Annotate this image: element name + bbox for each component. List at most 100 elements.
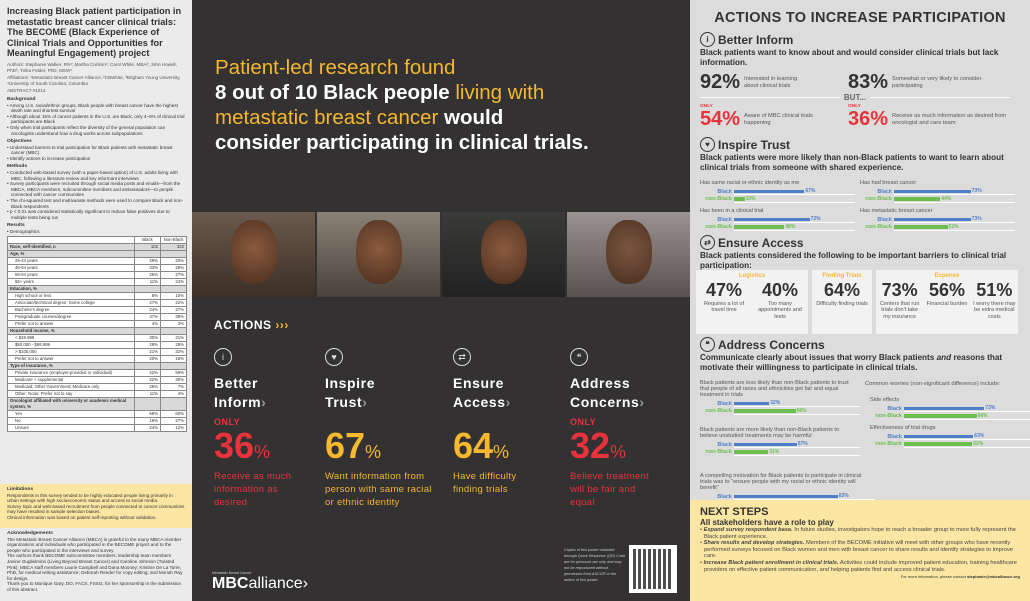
black-value: 25%	[134, 382, 161, 391]
bar-row-nonblack: non-Black 31%	[700, 449, 860, 457]
table-row: High school or less 8% 10%	[7, 291, 187, 300]
black-value: 22%	[134, 375, 161, 384]
action-name-line: Ensure	[453, 375, 505, 391]
series-label: non-Black	[865, 224, 892, 231]
table-row: 45-54 years 33% 29%	[7, 263, 187, 272]
black-value: 18%	[134, 416, 161, 425]
bar-row-black: Black 73%	[870, 405, 1030, 413]
portrait-photo	[192, 212, 315, 297]
portrait-photo	[317, 212, 440, 297]
series-label: non-Black	[705, 449, 732, 456]
contact-email[interactable]: stephanie@mbcalliance.org	[966, 574, 1020, 580]
methods-list: Conducted web-based survey (with a paper…	[7, 170, 186, 220]
headline-line: Patient-led research found	[215, 56, 456, 79]
series-label: Black	[717, 188, 732, 195]
stat-percent: %	[493, 442, 510, 462]
black-value	[134, 326, 161, 335]
info-icon: i	[214, 348, 232, 366]
list-item: Demographics	[7, 229, 186, 235]
table-row: No 18% 27%	[7, 416, 187, 425]
chevron-right-icon: ›	[261, 394, 267, 410]
address-concerns-section: ❝ Address Concerns Communicate clearly ab…	[700, 337, 1030, 508]
nonblack-value: 24%	[160, 277, 187, 286]
bar-group: Black patients are less likely than non-…	[700, 380, 860, 415]
stat-value: 67	[325, 425, 366, 466]
chat-icon: ❝	[570, 348, 588, 366]
stat-percent: %	[610, 442, 627, 462]
stat-value: 56%	[928, 280, 965, 300]
bar-track: 10%	[734, 196, 855, 203]
table-row: 55-64 years 26% 27%	[7, 270, 187, 279]
nonblack-value: 30%	[160, 375, 187, 384]
stat-value: 32	[570, 425, 611, 466]
background-heading: Background	[7, 96, 36, 102]
barrier-box-logistics: Logistics 47% Requires a lot of travel tim…	[696, 270, 808, 334]
series-label: non-Black	[875, 441, 902, 448]
bar-value: 63%	[974, 433, 985, 440]
list-item: Identify actions to increase participati…	[7, 156, 186, 162]
bar-row-black: Black 72%	[700, 216, 855, 224]
table-row: Yes 58% 60%	[7, 409, 187, 418]
stat-label: Centers that run trials don't take my in…	[879, 301, 920, 320]
black-value: 24%	[134, 423, 161, 432]
logo-subtitle: Metastatic Breast Cancer	[212, 571, 252, 575]
nonblack-value	[160, 249, 187, 258]
table-row: Unsure 24% 12%	[7, 423, 187, 432]
action-name: Address Concerns›	[570, 374, 680, 412]
stat-label: Difficulty finding trials	[816, 301, 868, 307]
bar-group: Has same racial or ethnic identity as me…	[700, 180, 900, 203]
nonblack-value: 18%	[160, 354, 187, 363]
series-label: Black	[717, 493, 732, 500]
table-row: > $100,000 21% 32%	[7, 347, 187, 356]
next-step-text: In future studies, investigators hope to…	[704, 527, 1016, 540]
stat-label: Interested in learning about clinical tr…	[744, 76, 798, 89]
box-title: Finding Trials	[822, 273, 862, 279]
next-steps-list: • Expand survey respondent base. In futu…	[700, 527, 1020, 573]
nonblack-value	[160, 284, 187, 293]
bar-track: 73%	[894, 216, 1015, 224]
black-value	[134, 249, 161, 258]
row-label: 55-64 years	[7, 270, 135, 279]
barrier-box-finding-trials: Finding Trials 64% Difficulty finding tria…	[812, 270, 872, 334]
bar-value: 73%	[985, 405, 996, 412]
column-header	[7, 235, 135, 244]
chevron-right-icon: ›	[362, 394, 368, 410]
stat-label: Aware of MBC clinical trials happening	[744, 113, 813, 126]
black-value: 29%	[134, 256, 161, 265]
bar-black	[904, 406, 985, 411]
series-label: non-Black	[865, 196, 892, 203]
next-step-item: • Expand survey respondent base. In futu…	[700, 527, 1016, 540]
bar-black	[734, 442, 797, 447]
bar-row-nonblack: non-Black 44%	[860, 196, 1015, 204]
action-inform: i Better Inform› ONLY 36% Receive as much inf…	[214, 348, 324, 509]
chevrons-icon: ›››	[275, 318, 289, 332]
table-row: Education, %	[7, 284, 187, 293]
mbc-alliance-logo: Metastatic Breast Cancer MBCalliance›	[212, 571, 308, 593]
row-label: 65+ years	[7, 277, 135, 286]
authors: Authors: Stephanie Walker, RN¹; Martha C…	[7, 61, 177, 73]
row-label: $50,000 - $99,999	[7, 340, 135, 349]
row-label: > $100,000	[7, 347, 135, 356]
stat-value: 47%	[705, 280, 743, 300]
qr-code[interactable]	[629, 545, 677, 593]
copies-notice: Copies of this poster obtained through Q…	[564, 548, 626, 582]
bar-track: 57%	[734, 441, 860, 449]
barrier-stat: 73% Centers that run trials don't take my…	[878, 279, 921, 320]
bar-track: 48%	[734, 224, 855, 231]
series-label: non-Black	[875, 413, 902, 420]
series-label: Black	[877, 216, 892, 223]
limitations-heading: Limitations	[7, 487, 34, 492]
next-step-title: Expand survey respondent base.	[703, 527, 793, 533]
action-name-line: Address	[570, 375, 631, 391]
nonblack-value: 60%	[160, 409, 187, 418]
objectives-list: Understand barriers to trial participati…	[7, 145, 186, 162]
chat-icon: ❝	[700, 337, 715, 352]
only-label: ONLY	[700, 104, 713, 109]
inspire-trust-section: ♥ Inspire Trust Black patients were more …	[700, 137, 1022, 231]
bar-value: 73%	[971, 216, 982, 223]
bar-group-label: Black patients are more likely than non-…	[700, 427, 839, 439]
actions-title: ACTIONS ›››	[214, 318, 289, 332]
barrier-stat: 40% Too many appointments and tests	[754, 279, 806, 320]
table-row: Race, self-identified, n 102 322	[7, 242, 187, 251]
portrait-photo	[567, 212, 690, 297]
